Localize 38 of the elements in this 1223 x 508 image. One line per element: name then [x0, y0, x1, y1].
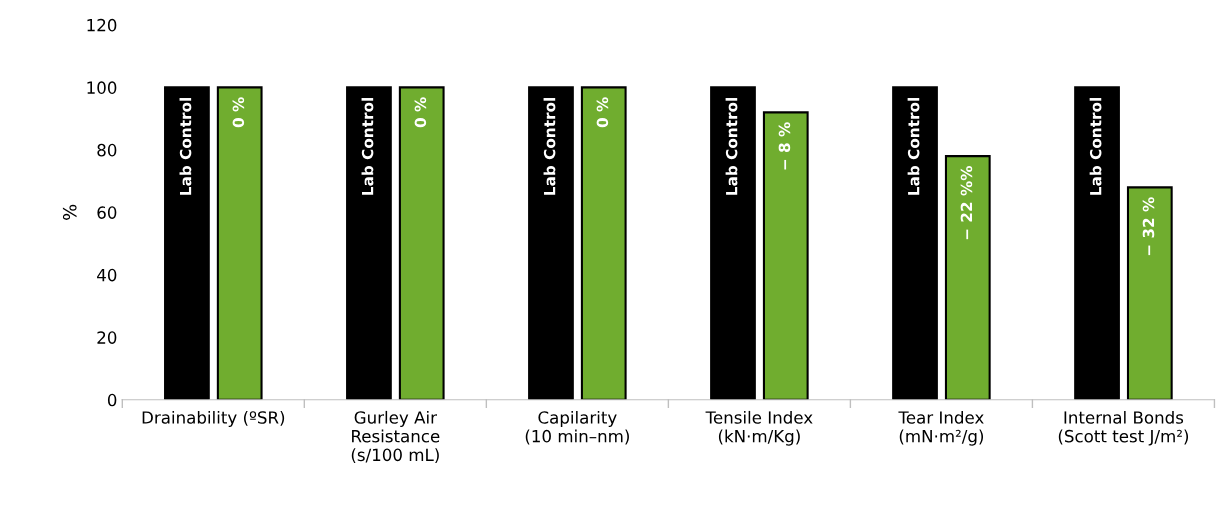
text: Lab Control — [725, 98, 738, 195]
bar — [892, 86, 938, 400]
bar — [580, 86, 627, 400]
y-tick-label: 120 — [87, 18, 117, 32]
y-tick-label: 40 — [97, 268, 117, 282]
text: Lab Control — [361, 98, 374, 195]
bar — [216, 86, 263, 400]
x-tick-label: Capilarity (10 min–nm) — [525, 410, 629, 445]
annotation: − 8 % — [778, 122, 791, 170]
text: Lab Control — [1089, 98, 1102, 195]
x-tick-label: Tear Index (mN·m²/g) — [898, 410, 984, 446]
x-tick-label: Tensile Index (kN·m/Kg) — [705, 410, 813, 446]
series-label: Lab Control — [179, 98, 192, 195]
text: Lab Control — [543, 98, 556, 195]
bar — [762, 111, 809, 400]
annotation: 0 % — [596, 97, 609, 128]
x-tick-label: Internal Bonds (Scott test J/m²) — [1058, 410, 1189, 446]
bar — [1126, 186, 1173, 400]
annotation: − 32 % — [1142, 197, 1155, 256]
bar — [528, 86, 574, 400]
bar — [398, 86, 445, 400]
bar — [164, 86, 210, 400]
y-axis-title: % — [62, 204, 77, 220]
y-tick-label: 80 — [97, 143, 117, 157]
text: Lab Control — [907, 98, 920, 195]
x-tick-label: Drainability (ºSR) — [142, 410, 285, 428]
bar — [1074, 86, 1120, 400]
annotation: 0 % — [232, 97, 245, 128]
bar — [944, 155, 991, 400]
y-tick-label: 60 — [97, 206, 117, 219]
annotation: 0 % — [414, 97, 427, 128]
annotation: − 22 %% — [960, 165, 973, 240]
x-tick-label: Gurley Air Resistance (s/100 mL) — [351, 410, 440, 464]
y-tick-label: 100 — [87, 81, 117, 94]
y-tick-label: 20 — [97, 331, 117, 344]
y-tick-label: 0 — [107, 393, 117, 407]
bar — [710, 86, 756, 400]
bar — [346, 86, 392, 400]
